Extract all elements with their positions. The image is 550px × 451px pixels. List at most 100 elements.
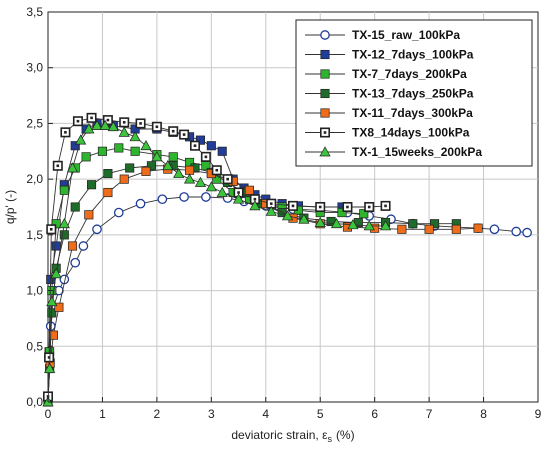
y-tick-label: 1,5 xyxy=(26,228,43,242)
data-point xyxy=(79,242,87,250)
marker-dot xyxy=(123,121,126,124)
marker-dot xyxy=(319,206,322,209)
data-point xyxy=(207,142,215,150)
y-axis-title: q/p' (-) xyxy=(3,190,17,224)
x-tick-label: 9 xyxy=(535,407,542,421)
y-tick-label: 3,5 xyxy=(26,5,43,19)
marker-dot xyxy=(270,202,273,205)
y-tick-label: 2,5 xyxy=(26,116,43,130)
y-tick-label: 3,0 xyxy=(26,61,43,75)
data-point xyxy=(87,114,95,122)
x-axis-title-unit: (%) xyxy=(336,428,355,442)
marker-dot xyxy=(107,119,110,122)
data-point xyxy=(136,119,144,127)
data-point xyxy=(71,203,79,211)
data-point xyxy=(245,186,253,194)
marker-dot xyxy=(368,206,371,209)
marker-dot xyxy=(237,191,240,194)
data-point xyxy=(343,203,351,211)
data-point xyxy=(98,147,106,155)
data-point xyxy=(115,144,123,152)
data-point xyxy=(213,166,221,174)
data-point xyxy=(125,164,133,172)
data-point xyxy=(523,228,531,236)
data-point xyxy=(202,193,210,201)
legend-marker xyxy=(321,109,329,117)
marker-dot xyxy=(226,178,229,181)
legend-item: TX8_14days_100kPa xyxy=(305,126,470,140)
marker-dot xyxy=(90,117,93,120)
legend-label: TX-11_7days_300kPa xyxy=(352,106,473,120)
x-tick-label: 2 xyxy=(154,407,161,421)
data-point xyxy=(136,199,144,207)
data-point xyxy=(158,195,166,203)
marker-dot xyxy=(156,125,159,128)
marker-dot xyxy=(172,130,175,133)
data-point xyxy=(185,166,193,174)
x-axis-title: deviatoric strain, εs (%) xyxy=(231,428,354,444)
data-point xyxy=(180,130,188,138)
marker-dot xyxy=(183,133,186,136)
marker-dot xyxy=(57,164,60,167)
x-tick-label: 0 xyxy=(45,407,52,421)
data-point xyxy=(68,242,76,250)
data-point xyxy=(71,259,79,267)
data-point xyxy=(452,225,460,233)
data-point xyxy=(82,153,90,161)
data-point xyxy=(512,227,520,235)
marker-dot xyxy=(292,205,295,208)
legend: TX-15_raw_100kPa TX-12_7days_100kPa TX-7_7… xyxy=(296,20,532,166)
data-point xyxy=(115,208,123,216)
data-point xyxy=(47,225,55,233)
data-point xyxy=(398,225,406,233)
data-point xyxy=(120,175,128,183)
data-point xyxy=(153,123,161,131)
x-tick-label: 5 xyxy=(317,407,324,421)
data-point xyxy=(60,186,68,194)
y-tick-label: 0,5 xyxy=(26,339,43,353)
data-point xyxy=(87,181,95,189)
data-point xyxy=(490,225,498,233)
marker-dot xyxy=(139,122,142,125)
data-point xyxy=(425,225,433,233)
data-point xyxy=(409,220,417,228)
data-point xyxy=(218,147,226,155)
legend-label: TX-7_7days_200kPa xyxy=(352,67,467,81)
marker-dot xyxy=(64,131,67,134)
data-point xyxy=(45,353,53,361)
x-tick-label: 3 xyxy=(208,407,215,421)
data-point xyxy=(223,175,231,183)
data-point xyxy=(169,127,177,135)
marker-dot xyxy=(254,198,257,201)
legend-label: TX8_14days_100kPa xyxy=(352,126,470,140)
data-point xyxy=(381,202,389,210)
data-point xyxy=(474,224,482,232)
data-point xyxy=(104,188,112,196)
data-point xyxy=(60,231,68,239)
legend-marker xyxy=(321,128,329,136)
legend-label: TX-1_15weeks_200kPa xyxy=(352,145,482,159)
y-tick-label: 2,0 xyxy=(26,172,43,186)
data-point xyxy=(202,153,210,161)
data-point xyxy=(289,202,297,210)
data-point xyxy=(191,142,199,150)
x-axis-title-sub: s xyxy=(327,434,332,444)
data-point xyxy=(131,147,139,155)
legend-marker xyxy=(321,31,329,39)
marker-dot xyxy=(324,131,327,134)
data-point xyxy=(365,203,373,211)
data-point xyxy=(120,118,128,126)
data-point xyxy=(316,203,324,211)
marker-dot xyxy=(194,144,197,147)
data-point xyxy=(142,167,150,175)
marker-dot xyxy=(50,228,53,231)
legend-label: TX-12_7days_100kPa xyxy=(352,48,474,62)
x-tick-label: 1 xyxy=(99,407,106,421)
x-tick-label: 7 xyxy=(426,407,433,421)
data-point xyxy=(54,162,62,170)
legend-marker xyxy=(321,50,329,58)
marker-dot xyxy=(215,169,218,172)
x-tick-label: 4 xyxy=(262,407,269,421)
x-tick-label: 8 xyxy=(480,407,487,421)
